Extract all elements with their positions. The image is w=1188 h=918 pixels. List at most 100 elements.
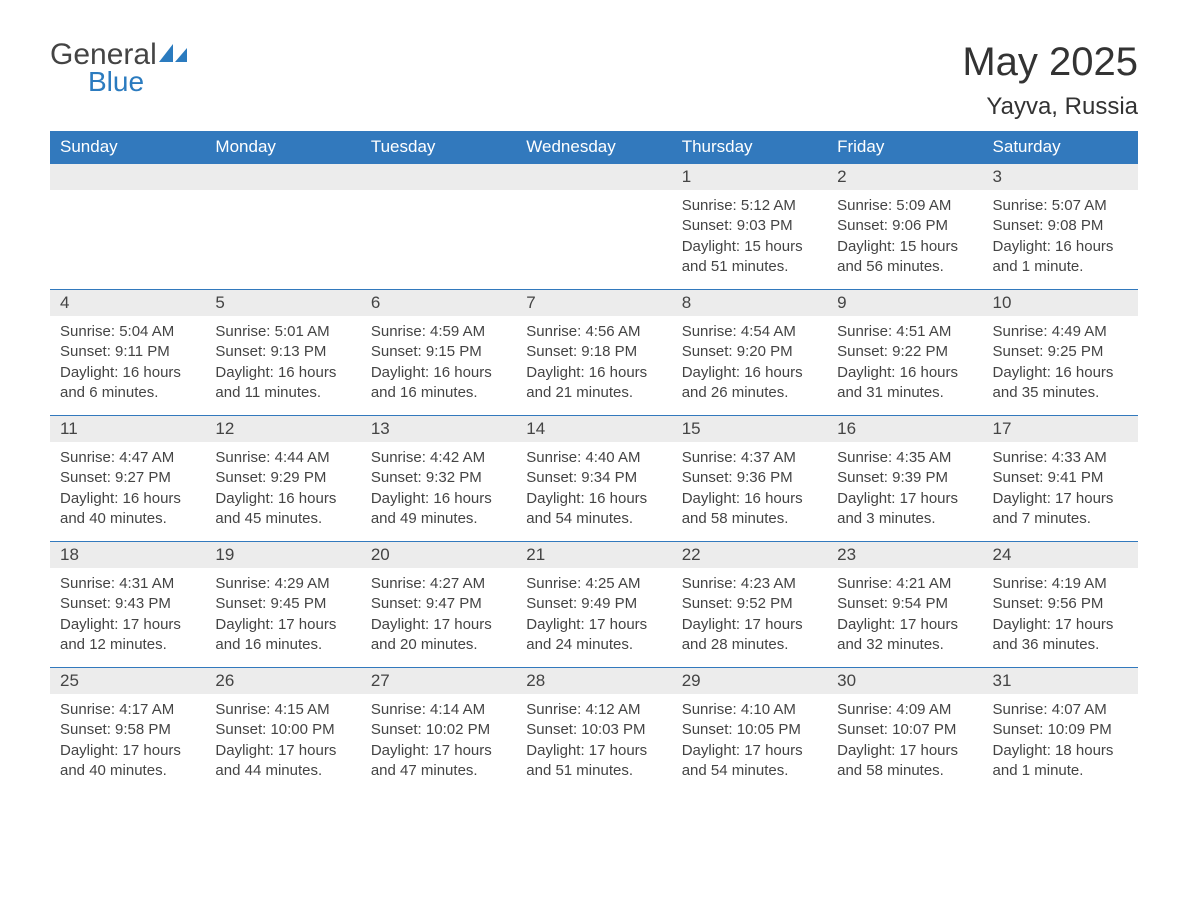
sunset-text: Sunset: 10:03 PM (526, 720, 661, 740)
day-cell: 14Sunrise: 4:40 AMSunset: 9:34 PMDayligh… (516, 416, 671, 542)
day-number: 24 (983, 542, 1138, 568)
day-cell: 1Sunrise: 5:12 AMSunset: 9:03 PMDaylight… (672, 164, 827, 290)
sunset-text: Sunset: 9:20 PM (682, 342, 817, 362)
day-number (205, 164, 360, 190)
sunrise-text: Sunrise: 4:10 AM (682, 700, 817, 720)
sunset-text: Sunset: 9:39 PM (837, 468, 972, 488)
header-sunday: Sunday (50, 131, 205, 164)
daylight-text: Daylight: 15 hours and 51 minutes. (682, 237, 817, 278)
day-number: 9 (827, 290, 982, 316)
day-cell: 27Sunrise: 4:14 AMSunset: 10:02 PMDaylig… (361, 668, 516, 794)
day-body: Sunrise: 4:21 AMSunset: 9:54 PMDaylight:… (827, 568, 982, 665)
day-cell: 28Sunrise: 4:12 AMSunset: 10:03 PMDaylig… (516, 668, 671, 794)
day-number: 12 (205, 416, 360, 442)
day-cell: 8Sunrise: 4:54 AMSunset: 9:20 PMDaylight… (672, 290, 827, 416)
day-cell: 13Sunrise: 4:42 AMSunset: 9:32 PMDayligh… (361, 416, 516, 542)
day-number: 2 (827, 164, 982, 190)
daylight-text: Daylight: 16 hours and 21 minutes. (526, 363, 661, 404)
sunset-text: Sunset: 9:49 PM (526, 594, 661, 614)
day-cell: 24Sunrise: 4:19 AMSunset: 9:56 PMDayligh… (983, 542, 1138, 668)
sunrise-text: Sunrise: 4:42 AM (371, 448, 506, 468)
sunrise-text: Sunrise: 4:37 AM (682, 448, 817, 468)
sunrise-text: Sunrise: 5:09 AM (837, 196, 972, 216)
day-number (516, 164, 671, 190)
calendar-body: 1Sunrise: 5:12 AMSunset: 9:03 PMDaylight… (50, 164, 1138, 794)
header-friday: Friday (827, 131, 982, 164)
day-body: Sunrise: 4:27 AMSunset: 9:47 PMDaylight:… (361, 568, 516, 665)
day-body: Sunrise: 4:54 AMSunset: 9:20 PMDaylight:… (672, 316, 827, 413)
day-body: Sunrise: 4:49 AMSunset: 9:25 PMDaylight:… (983, 316, 1138, 413)
day-cell: 25Sunrise: 4:17 AMSunset: 9:58 PMDayligh… (50, 668, 205, 794)
day-number: 8 (672, 290, 827, 316)
sunrise-text: Sunrise: 4:54 AM (682, 322, 817, 342)
day-cell: 31Sunrise: 4:07 AMSunset: 10:09 PMDaylig… (983, 668, 1138, 794)
day-cell (50, 164, 205, 290)
day-number: 13 (361, 416, 516, 442)
day-cell: 23Sunrise: 4:21 AMSunset: 9:54 PMDayligh… (827, 542, 982, 668)
daylight-text: Daylight: 16 hours and 31 minutes. (837, 363, 972, 404)
week-row: 25Sunrise: 4:17 AMSunset: 9:58 PMDayligh… (50, 668, 1138, 794)
day-number: 3 (983, 164, 1138, 190)
day-body: Sunrise: 4:09 AMSunset: 10:07 PMDaylight… (827, 694, 982, 791)
sunrise-text: Sunrise: 4:29 AM (215, 574, 350, 594)
sunrise-text: Sunrise: 4:40 AM (526, 448, 661, 468)
day-cell: 18Sunrise: 4:31 AMSunset: 9:43 PMDayligh… (50, 542, 205, 668)
sunrise-text: Sunrise: 4:07 AM (993, 700, 1128, 720)
day-number: 22 (672, 542, 827, 568)
sunrise-text: Sunrise: 4:51 AM (837, 322, 972, 342)
day-cell: 11Sunrise: 4:47 AMSunset: 9:27 PMDayligh… (50, 416, 205, 542)
day-number: 11 (50, 416, 205, 442)
sunrise-text: Sunrise: 5:04 AM (60, 322, 195, 342)
sunrise-text: Sunrise: 4:35 AM (837, 448, 972, 468)
day-number: 17 (983, 416, 1138, 442)
day-body: Sunrise: 4:37 AMSunset: 9:36 PMDaylight:… (672, 442, 827, 539)
header-thursday: Thursday (672, 131, 827, 164)
day-body: Sunrise: 4:33 AMSunset: 9:41 PMDaylight:… (983, 442, 1138, 539)
sunset-text: Sunset: 9:06 PM (837, 216, 972, 236)
sunset-text: Sunset: 9:15 PM (371, 342, 506, 362)
day-number: 25 (50, 668, 205, 694)
sunrise-text: Sunrise: 4:25 AM (526, 574, 661, 594)
day-cell: 2Sunrise: 5:09 AMSunset: 9:06 PMDaylight… (827, 164, 982, 290)
day-body: Sunrise: 4:59 AMSunset: 9:15 PMDaylight:… (361, 316, 516, 413)
day-cell (361, 164, 516, 290)
daylight-text: Daylight: 17 hours and 47 minutes. (371, 741, 506, 782)
daylight-text: Daylight: 17 hours and 58 minutes. (837, 741, 972, 782)
daylight-text: Daylight: 16 hours and 6 minutes. (60, 363, 195, 404)
sunrise-text: Sunrise: 4:17 AM (60, 700, 195, 720)
daylight-text: Daylight: 16 hours and 40 minutes. (60, 489, 195, 530)
day-body: Sunrise: 4:23 AMSunset: 9:52 PMDaylight:… (672, 568, 827, 665)
sunset-text: Sunset: 9:08 PM (993, 216, 1128, 236)
day-number: 18 (50, 542, 205, 568)
day-cell: 5Sunrise: 5:01 AMSunset: 9:13 PMDaylight… (205, 290, 360, 416)
day-number: 29 (672, 668, 827, 694)
daylight-text: Daylight: 17 hours and 16 minutes. (215, 615, 350, 656)
day-body: Sunrise: 4:19 AMSunset: 9:56 PMDaylight:… (983, 568, 1138, 665)
sunrise-text: Sunrise: 4:15 AM (215, 700, 350, 720)
day-cell: 20Sunrise: 4:27 AMSunset: 9:47 PMDayligh… (361, 542, 516, 668)
day-body: Sunrise: 4:10 AMSunset: 10:05 PMDaylight… (672, 694, 827, 791)
daylight-text: Daylight: 17 hours and 32 minutes. (837, 615, 972, 656)
day-body: Sunrise: 4:17 AMSunset: 9:58 PMDaylight:… (50, 694, 205, 791)
header-wednesday: Wednesday (516, 131, 671, 164)
sunset-text: Sunset: 9:27 PM (60, 468, 195, 488)
day-cell: 16Sunrise: 4:35 AMSunset: 9:39 PMDayligh… (827, 416, 982, 542)
sunset-text: Sunset: 9:58 PM (60, 720, 195, 740)
daylight-text: Daylight: 16 hours and 26 minutes. (682, 363, 817, 404)
day-cell: 30Sunrise: 4:09 AMSunset: 10:07 PMDaylig… (827, 668, 982, 794)
day-header-row: Sunday Monday Tuesday Wednesday Thursday… (50, 131, 1138, 164)
daylight-text: Daylight: 17 hours and 20 minutes. (371, 615, 506, 656)
day-number: 30 (827, 668, 982, 694)
day-cell: 17Sunrise: 4:33 AMSunset: 9:41 PMDayligh… (983, 416, 1138, 542)
sunrise-text: Sunrise: 4:44 AM (215, 448, 350, 468)
sunset-text: Sunset: 9:22 PM (837, 342, 972, 362)
daylight-text: Daylight: 17 hours and 40 minutes. (60, 741, 195, 782)
sunset-text: Sunset: 9:41 PM (993, 468, 1128, 488)
day-cell: 9 Sunrise: 4:51 AMSunset: 9:22 PMDaylight… (827, 290, 982, 416)
daylight-text: Daylight: 16 hours and 49 minutes. (371, 489, 506, 530)
daylight-text: Daylight: 16 hours and 11 minutes. (215, 363, 350, 404)
sunset-text: Sunset: 9:34 PM (526, 468, 661, 488)
day-body: Sunrise: 4:14 AMSunset: 10:02 PMDaylight… (361, 694, 516, 791)
day-number: 20 (361, 542, 516, 568)
daylight-text: Daylight: 17 hours and 24 minutes. (526, 615, 661, 656)
